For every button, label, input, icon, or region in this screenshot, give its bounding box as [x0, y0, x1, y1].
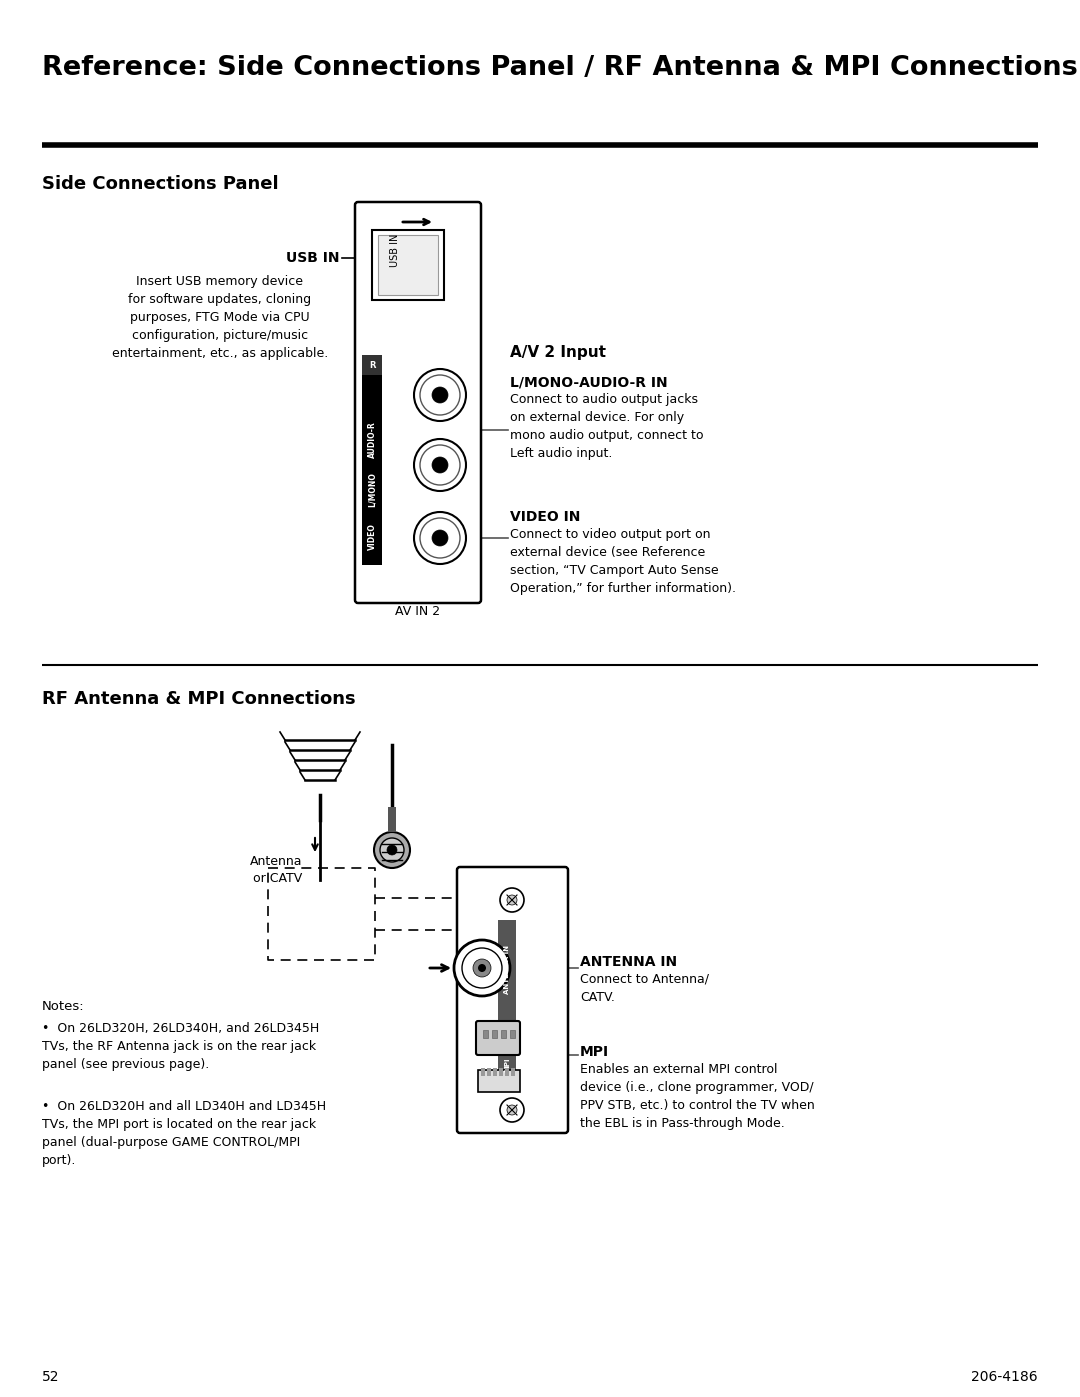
Text: A/V 2 Input: A/V 2 Input [510, 345, 606, 360]
Text: ANTENNA IN: ANTENNA IN [504, 946, 510, 995]
FancyBboxPatch shape [355, 203, 481, 604]
Bar [362, 355, 382, 564]
Text: Notes:: Notes: [42, 1000, 84, 1013]
FancyBboxPatch shape [478, 1070, 519, 1092]
Text: Insert USB memory device
for software updates, cloning
purposes, FTG Mode via CP: Insert USB memory device for software up… [112, 275, 328, 360]
Bar [362, 355, 382, 374]
Text: MPI: MPI [580, 1045, 609, 1059]
Text: VIDEO: VIDEO [367, 524, 377, 550]
Circle shape [454, 940, 510, 996]
Text: L/MONO-AUDIO-R IN: L/MONO-AUDIO-R IN [510, 374, 667, 388]
Text: Connect to audio output jacks
on external device. For only
mono audio output, co: Connect to audio output jacks on externa… [510, 393, 703, 460]
Bar [501, 1030, 507, 1038]
Text: Enables an external MPI control
device (i.e., clone programmer, VOD/
PPV STB, et: Enables an external MPI control device (… [580, 1063, 814, 1130]
Text: AUDIO-R: AUDIO-R [367, 422, 377, 458]
Bar [511, 1067, 515, 1076]
Bar [483, 1030, 488, 1038]
Text: ANTENNA IN: ANTENNA IN [580, 956, 677, 970]
Text: MPI: MPI [504, 1058, 510, 1073]
Bar [492, 1030, 497, 1038]
Bar [498, 1039, 516, 1090]
Circle shape [507, 895, 517, 905]
Text: USB IN: USB IN [286, 251, 340, 265]
Text: Connect to Antenna/
CATV.: Connect to Antenna/ CATV. [580, 972, 708, 1004]
Circle shape [432, 457, 448, 474]
Bar [372, 231, 444, 300]
Text: RF Antenna & MPI Connections: RF Antenna & MPI Connections [42, 690, 355, 708]
Bar [362, 510, 382, 564]
Circle shape [500, 1098, 524, 1122]
Circle shape [420, 518, 460, 557]
Text: AV IN 2: AV IN 2 [395, 605, 441, 617]
Bar [499, 1067, 503, 1076]
Circle shape [473, 958, 491, 977]
Text: •  On 26LD320H and all LD340H and LD345H
TVs, the MPI port is located on the rea: • On 26LD320H and all LD340H and LD345H … [42, 1099, 326, 1166]
FancyBboxPatch shape [476, 1021, 519, 1055]
Circle shape [374, 833, 410, 868]
Bar [388, 807, 396, 833]
Text: L/MONO: L/MONO [367, 472, 377, 507]
Circle shape [462, 949, 502, 988]
Bar [505, 1067, 509, 1076]
Text: 52: 52 [42, 1370, 59, 1384]
Circle shape [414, 511, 465, 564]
Text: R: R [368, 360, 375, 369]
Bar [487, 1067, 491, 1076]
Bar [481, 1067, 485, 1076]
Text: Connect to video output port on
external device (see Reference
section, “TV Camp: Connect to video output port on external… [510, 528, 735, 595]
Circle shape [478, 964, 486, 972]
Circle shape [387, 845, 397, 855]
Bar [510, 1030, 515, 1038]
Bar [492, 1067, 497, 1076]
Bar [498, 921, 516, 1020]
Text: USB IN: USB IN [390, 233, 400, 267]
Circle shape [420, 374, 460, 415]
Circle shape [432, 387, 448, 402]
Circle shape [414, 369, 465, 420]
Text: •  On 26LD320H, 26LD340H, and 26LD345H
TVs, the RF Antenna jack is on the rear j: • On 26LD320H, 26LD340H, and 26LD345H TV… [42, 1023, 320, 1071]
Text: Antenna
or CATV: Antenna or CATV [249, 855, 302, 886]
FancyBboxPatch shape [457, 868, 568, 1133]
Text: 206-4186: 206-4186 [971, 1370, 1038, 1384]
Circle shape [500, 888, 524, 912]
Text: VIDEO IN: VIDEO IN [510, 510, 580, 524]
Text: Reference: Side Connections Panel / RF Antenna & MPI Connections: Reference: Side Connections Panel / RF A… [42, 54, 1078, 81]
Bar [378, 235, 438, 295]
Circle shape [380, 838, 404, 862]
Circle shape [420, 446, 460, 485]
Circle shape [507, 1105, 517, 1115]
Circle shape [432, 529, 448, 546]
Circle shape [414, 439, 465, 490]
Text: Side Connections Panel: Side Connections Panel [42, 175, 279, 193]
